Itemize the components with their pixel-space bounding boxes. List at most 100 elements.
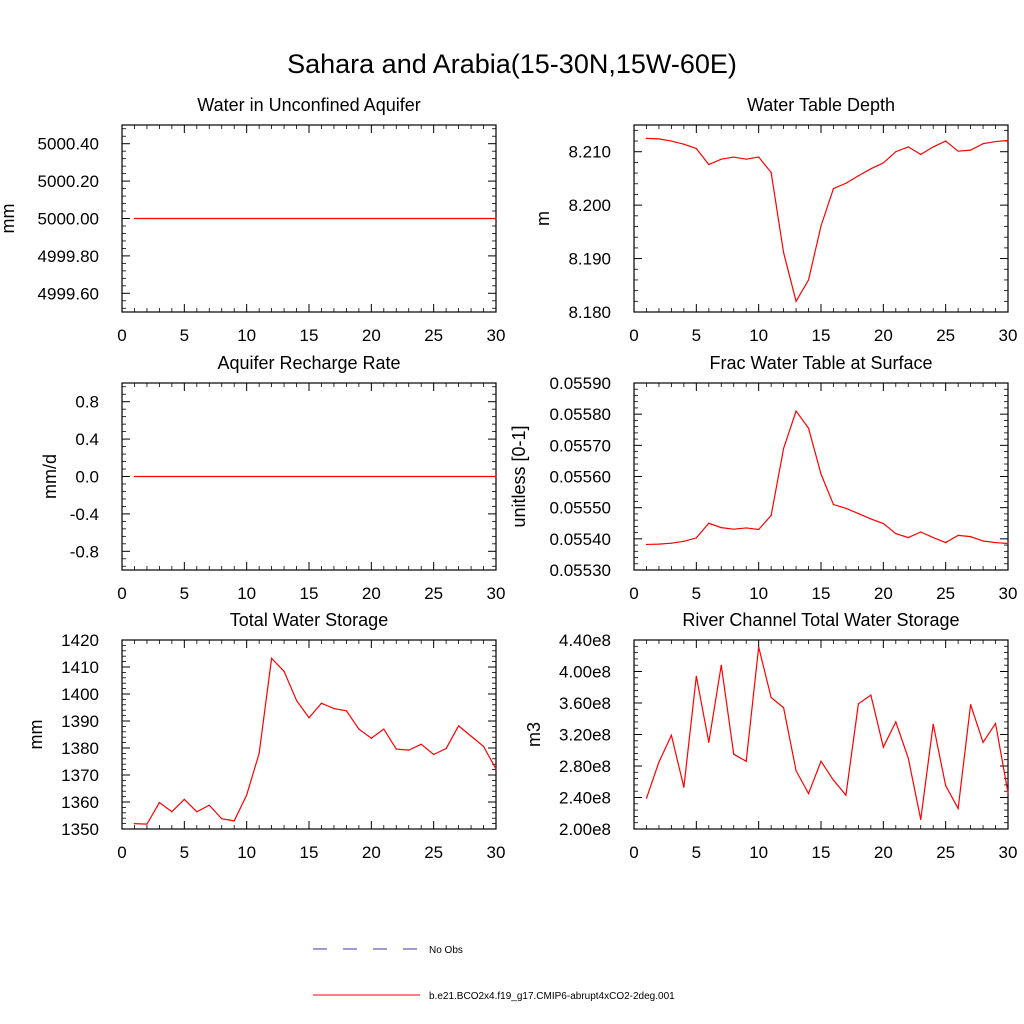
data-point (733, 753, 735, 755)
data-point (957, 807, 959, 810)
x-tick-label: 0 (117, 326, 126, 345)
x-tick-label: 25 (936, 584, 955, 603)
chart-title: Aquifer Recharge Rate (217, 353, 400, 373)
x-tick-label: 15 (812, 326, 831, 345)
x-tick-label: 20 (362, 843, 381, 862)
chart-panel-5: Total Water Storage 0 5 10 15 20 25 30 1350 1360 1… (26, 610, 505, 862)
data-point (158, 801, 160, 804)
data-point (1007, 542, 1009, 545)
x-tick-label: 20 (874, 843, 893, 862)
chart-panel-1: Water in Unconfined Aquifer 0 5 10 15 20 25 30 4… (0, 95, 505, 345)
data-point (895, 532, 897, 535)
data-point (745, 158, 747, 160)
data-point (783, 252, 785, 254)
plot-frame (121, 639, 497, 830)
chart-title: Water in Unconfined Aquifer (197, 95, 420, 115)
y-tick-label: 4.40e8 (559, 631, 611, 650)
data-point (482, 745, 485, 747)
x-tick-label: 0 (117, 843, 126, 862)
data-point (745, 760, 747, 762)
panel-grid: Water in Unconfined Aquifer 0 5 10 15 20 25 30 4… (0, 95, 1017, 862)
data-point (720, 158, 722, 160)
data-point (370, 737, 372, 739)
y-tick-label: 8.180 (568, 303, 611, 322)
y-tick-label: 1420 (61, 631, 99, 650)
data-point (495, 475, 497, 478)
y-tick-label: 0.05570 (550, 436, 611, 455)
data-point (907, 757, 909, 759)
x-tick-label: 25 (936, 326, 955, 345)
data-point (133, 217, 136, 220)
x-tick-label: 10 (749, 326, 768, 345)
x-tick-label: 0 (117, 584, 126, 603)
y-tick-label: 1360 (61, 793, 99, 812)
data-point (882, 522, 884, 525)
x-tick-label: 20 (874, 584, 893, 603)
data-point (271, 657, 273, 659)
data-point (146, 823, 148, 825)
data-point (783, 447, 785, 450)
chart-panel-3: Aquifer Recharge Rate 0 5 10 15 20 25 30 -0.8 -0.… (40, 353, 505, 603)
data-point (982, 741, 984, 743)
x-tick-label: 15 (812, 843, 831, 862)
y-tick-label: 4.00e8 (559, 663, 611, 682)
y-tick-label: 4999.80 (38, 247, 99, 266)
data-point (857, 175, 860, 177)
data-point (832, 779, 835, 781)
data-point (445, 747, 447, 750)
figure-title: Sahara and Arabia(15-30N,15W-60E) (287, 49, 737, 79)
data-point (994, 541, 997, 544)
y-tick-label: 0.0 (75, 468, 99, 487)
chart-title: Water Table Depth (747, 95, 895, 115)
x-tick-label: 30 (999, 326, 1018, 345)
y-tick-label: 8.190 (568, 250, 611, 269)
data-point (845, 507, 847, 509)
y-tick-label: 1380 (61, 739, 99, 758)
data-point (320, 702, 323, 704)
x-tick-label: 10 (237, 843, 256, 862)
x-tick-label: 10 (749, 584, 768, 603)
data-point (458, 725, 460, 727)
data-point (695, 537, 697, 539)
data-point (683, 143, 685, 145)
data-point (258, 752, 260, 755)
x-tick-label: 5 (692, 326, 701, 345)
data-point (945, 541, 947, 544)
series-line (134, 657, 497, 825)
data-point (907, 536, 909, 539)
data-point (171, 811, 173, 813)
x-tick-label: 25 (424, 326, 443, 345)
data-point (495, 768, 497, 770)
data-point (345, 710, 347, 712)
data-point (994, 722, 997, 725)
plot-frame (633, 382, 1009, 571)
data-point (783, 707, 785, 709)
data-point (695, 147, 697, 150)
y-tick-label: 8.200 (568, 196, 611, 215)
series-line (646, 137, 1009, 303)
data-point (358, 728, 360, 730)
y-axis-label: mm (0, 204, 18, 234)
data-point (670, 140, 673, 142)
data-point (970, 536, 972, 538)
y-tick-label: 0.05580 (550, 405, 611, 424)
data-point (795, 770, 797, 772)
y-tick-label: 2.80e8 (559, 757, 611, 776)
data-point (683, 786, 685, 788)
x-tick-label: 30 (999, 584, 1018, 603)
data-point (133, 475, 136, 478)
y-tick-label: 2.40e8 (559, 789, 611, 808)
x-tick-label: 30 (487, 843, 506, 862)
y-tick-label: 0.05560 (550, 468, 611, 487)
data-point (246, 794, 248, 796)
data-point (495, 217, 497, 220)
x-tick-label: 15 (812, 584, 831, 603)
chart-panel-4: Frac Water Table at Surface 0 5 10 15 20 25 30 0… (509, 353, 1017, 603)
y-tick-label: 0.05590 (550, 374, 611, 393)
data-point (383, 728, 385, 730)
data-point (208, 804, 210, 806)
y-axis-label: m (533, 211, 553, 226)
y-axis-label: mm (26, 720, 46, 750)
data-point (832, 503, 835, 506)
x-tick-label: 25 (936, 843, 955, 862)
